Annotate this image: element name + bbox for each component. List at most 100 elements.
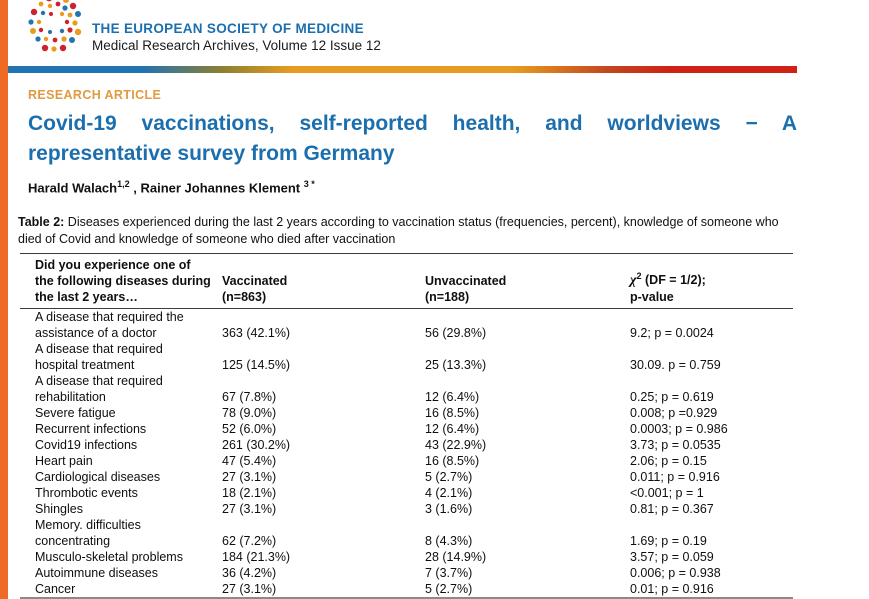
vaccinated-value: 18 (2.1%) <box>222 486 277 501</box>
chi2-value: 0.25; p = 0.619 <box>630 390 714 405</box>
unvaccinated-value: 4 (2.1%) <box>425 486 473 501</box>
page-accent-bar <box>0 0 8 599</box>
table-row: Shingles 27 (3.1%) 3 (1.6%) 0.81; p = 0.… <box>20 501 793 517</box>
disease-label: Musculo-skeletal problems <box>35 550 183 565</box>
chi2-value: 3.73; p = 0.0535 <box>630 438 721 453</box>
table-row: Heart pain 47 (5.4%) 16 (8.5%) 2.06; p =… <box>20 453 793 469</box>
disease-label: Cardiological diseases <box>35 470 161 485</box>
vaccinated-value: 78 (9.0%) <box>222 406 277 421</box>
table-row: Recurrent infections 52 (6.0%) 12 (6.4%)… <box>20 421 793 437</box>
header-unvaccinated: Unvaccinated (n=188) <box>425 253 630 310</box>
author-line: Harald Walach1,2 , Rainer Johannes Kleme… <box>28 179 797 195</box>
vaccinated-value: 36 (4.2%) <box>222 566 277 581</box>
unvaccinated-value: 43 (22.9%) <box>425 438 487 453</box>
table-row: Cardiological diseases 27 (3.1%) 5 (2.7%… <box>20 469 793 485</box>
vaccinated-value: 62 (7.2%) <box>222 534 277 549</box>
disease-label: Recurrent infections <box>35 422 147 437</box>
chi2-value: 3.57; p = 0.059 <box>630 550 714 565</box>
article-type-label: RESEARCH ARTICLE <box>28 87 162 102</box>
article-title-line2: representative survey from Germany <box>28 142 395 165</box>
disease-label: Autoimmune diseases <box>35 566 158 581</box>
unvaccinated-value: 56 (29.8%) <box>425 326 487 341</box>
journal-volume-line: Medical Research Archives, Volume 12 Iss… <box>92 38 381 53</box>
article-title: Covid-19 vaccinations, self-reported hea… <box>28 109 797 169</box>
disease-label: Covid19 infections <box>35 438 138 453</box>
author-1: Harald Walach <box>28 180 118 196</box>
disease-label: Shingles <box>35 502 83 517</box>
chi-symbol: χ <box>630 273 637 289</box>
author-1-affiliations: 1,2 <box>117 179 130 189</box>
vaccinated-value: 67 (7.8%) <box>222 390 277 405</box>
document-page: THE EUROPEAN SOCIETY OF MEDICINE Medical… <box>8 0 797 599</box>
chi-superscript: 2 <box>636 271 642 282</box>
table-caption-text: Diseases experienced during the last 2 y… <box>18 215 779 247</box>
table-row: A disease that required the assistance o… <box>20 309 793 342</box>
vaccinated-value: 27 (3.1%) <box>222 470 277 485</box>
disease-label: Cancer <box>35 582 76 597</box>
author-separator: , <box>129 180 141 196</box>
header-chi2: χ2 (DF = 1/2); p-value <box>630 253 793 310</box>
disease-label: A disease that required hospital treatme… <box>35 342 163 373</box>
author-2-affiliations: 3 * <box>303 179 315 189</box>
chi2-value: 0.006; p = 0.938 <box>630 566 721 581</box>
unvaccinated-value: 3 (1.6%) <box>425 502 473 517</box>
header-question: Did you experience one of the following … <box>20 253 222 310</box>
table-caption: Table 2: Diseases experienced during the… <box>18 214 797 248</box>
chi2-value: 30.09. p = 0.759 <box>630 358 721 373</box>
chi2-value: 0.01; p = 0.916 <box>630 582 714 597</box>
table-row: A disease that required rehabilitation 6… <box>20 373 793 405</box>
disease-label: Thrombotic events <box>35 486 138 501</box>
table-caption-label: Table 2: <box>18 215 65 230</box>
table-row: Thrombotic events 18 (2.1%) 4 (2.1%) <0.… <box>20 485 793 501</box>
chi2-value: 0.011; p = 0.916 <box>630 470 720 485</box>
unvaccinated-value: 7 (3.7%) <box>425 566 473 581</box>
gradient-divider <box>8 66 797 73</box>
table-row: Cancer 27 (3.1%) 5 (2.7%) 0.01; p = 0.91… <box>20 581 793 598</box>
table-row: Covid19 infections 261 (30.2%) 43 (22.9%… <box>20 437 793 453</box>
table-header-row: Did you experience one of the following … <box>20 253 793 310</box>
chi2-value: 0.81; p = 0.367 <box>630 502 714 517</box>
vaccinated-value: 27 (3.1%) <box>222 502 277 517</box>
chi-df: (DF = 1/2); <box>641 273 706 288</box>
unvaccinated-value: 28 (14.9%) <box>425 550 487 565</box>
table-row: Musculo-skeletal problems 184 (21.3%) 28… <box>20 549 793 565</box>
chi2-value: 0.0003; p = 0.986 <box>630 422 728 437</box>
disease-label: Memory. difficulties concentrating <box>35 518 141 549</box>
unvaccinated-value: 16 (8.5%) <box>425 454 480 469</box>
chi2-value: <0.001; p = 1 <box>630 486 704 501</box>
table-row: Severe fatigue 78 (9.0%) 16 (8.5%) 0.008… <box>20 405 793 421</box>
journal-masthead: THE EUROPEAN SOCIETY OF MEDICINE Medical… <box>8 0 797 64</box>
esm-dots-logo-icon <box>28 0 82 52</box>
society-name: THE EUROPEAN SOCIETY OF MEDICINE <box>92 21 364 36</box>
table-row: Memory. difficulties concentrating 62 (7… <box>20 517 793 549</box>
chi-pvalue-label: p-value <box>630 290 674 305</box>
unvaccinated-value: 5 (2.7%) <box>425 582 473 597</box>
header-vaccinated: Vaccinated (n=863) <box>222 253 425 310</box>
table-row: Autoimmune diseases 36 (4.2%) 7 (3.7%) 0… <box>20 565 793 581</box>
table-2-wrapper: Did you experience one of the following … <box>20 253 793 599</box>
disease-label: A disease that required the assistance o… <box>35 310 184 341</box>
unvaccinated-value: 5 (2.7%) <box>425 470 473 485</box>
unvaccinated-value: 16 (8.5%) <box>425 406 480 421</box>
vaccinated-value: 261 (30.2%) <box>222 438 291 453</box>
table-body: A disease that required the assistance o… <box>20 309 793 599</box>
chi2-value: 0.008; p =0.929 <box>630 406 718 421</box>
table-2: Did you experience one of the following … <box>20 253 793 599</box>
masthead-text: THE EUROPEAN SOCIETY OF MEDICINE Medical… <box>92 0 381 54</box>
author-2: Rainer Johannes Klement <box>140 180 304 196</box>
vaccinated-value: 184 (21.3%) <box>222 550 291 565</box>
vaccinated-value: 363 (42.1%) <box>222 326 291 341</box>
table-row: A disease that required hospital treatme… <box>20 341 793 373</box>
chi2-value: 9.2; p = 0.0024 <box>630 326 714 341</box>
chi2-value: 1.69; p = 0.19 <box>630 534 707 549</box>
article-title-line1: Covid-19 vaccinations, self-reported hea… <box>28 112 797 135</box>
unvaccinated-value: 8 (4.3%) <box>425 534 473 549</box>
disease-label: Severe fatigue <box>35 406 116 421</box>
vaccinated-value: 52 (6.0%) <box>222 422 277 437</box>
vaccinated-value: 125 (14.5%) <box>222 358 291 373</box>
disease-label: Heart pain <box>35 454 93 469</box>
disease-label: A disease that required rehabilitation <box>35 374 163 405</box>
vaccinated-value: 47 (5.4%) <box>222 454 277 469</box>
vaccinated-value: 27 (3.1%) <box>222 582 277 597</box>
unvaccinated-value: 25 (13.3%) <box>425 358 487 373</box>
